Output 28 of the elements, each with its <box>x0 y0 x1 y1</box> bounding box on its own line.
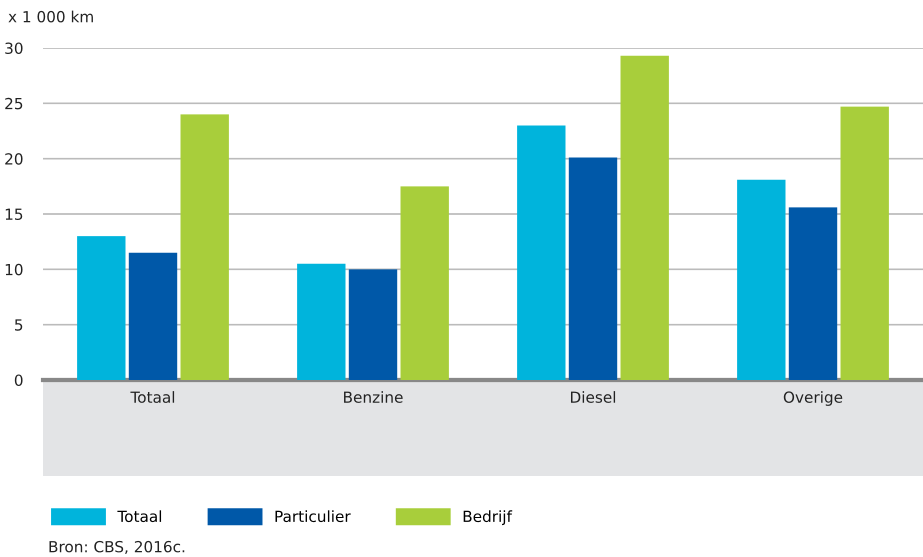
x-tick-label: Totaal <box>130 391 174 403</box>
x-tick-label: Diesel <box>570 391 616 403</box>
y-tick-label: 20 <box>5 153 23 165</box>
bar <box>568 158 618 380</box>
bar <box>180 114 229 380</box>
bar <box>400 186 449 380</box>
y-tick-label: 15 <box>6 208 22 220</box>
y-tick-label: 25 <box>5 98 22 110</box>
legend-label: Totaal <box>117 510 162 522</box>
x-tick-label: Overige <box>784 391 842 406</box>
y-tick-label: 30 <box>5 42 23 54</box>
bar <box>297 264 346 380</box>
y-tick-label: 5 <box>15 319 22 331</box>
bar <box>840 106 889 380</box>
bar <box>620 56 669 380</box>
text: Bron: CBS, 2016c. <box>50 540 184 554</box>
y-axis-title: x 1 000 km <box>8 10 93 22</box>
y-tick-label: 10 <box>6 264 23 276</box>
bar <box>77 236 126 380</box>
bar <box>788 207 838 380</box>
bar <box>517 125 566 380</box>
bar <box>348 269 398 380</box>
legend-label: Particulier <box>276 510 351 522</box>
y-tick-label: 0 <box>14 374 23 386</box>
bar <box>737 180 786 380</box>
x-tick-label: Benzine <box>344 391 403 403</box>
legend-label: Bedrijf <box>464 510 512 526</box>
bar <box>128 252 178 380</box>
